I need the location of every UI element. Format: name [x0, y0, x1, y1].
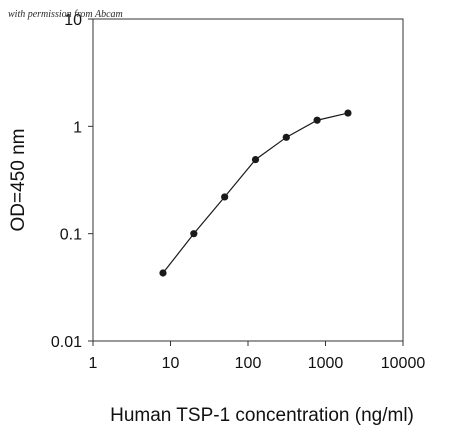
data-point — [190, 230, 198, 238]
x-tick-label: 1 — [89, 355, 98, 372]
series-layer — [159, 109, 352, 277]
y-tick-label: 10 — [64, 12, 82, 29]
x-tick-label: 10 — [162, 355, 180, 372]
data-point — [344, 109, 352, 117]
watermark-text: with permission from Abcam — [8, 9, 123, 20]
y-tick-label: 1 — [73, 119, 82, 136]
x-tick-label: 1000 — [308, 355, 344, 372]
data-point — [313, 116, 321, 124]
y-tick-label: 0.1 — [60, 227, 82, 244]
y-axis-title: OD=450 nm — [8, 129, 29, 232]
series-line — [162, 112, 349, 274]
data-point — [221, 193, 229, 201]
x-axis-title: Human TSP-1 concentration (ng/ml) — [110, 405, 414, 426]
data-point — [251, 155, 260, 164]
x-tick-label: 100 — [235, 355, 262, 372]
x-tick-label: 10000 — [381, 355, 426, 372]
data-point — [159, 269, 167, 277]
plot-area-frame — [92, 18, 404, 342]
y-tick-label: 0.01 — [51, 334, 82, 351]
data-point — [282, 133, 290, 141]
tick-layer: 1 10 100 1000 10000 0.01 0.1 1 10 — [51, 12, 425, 372]
